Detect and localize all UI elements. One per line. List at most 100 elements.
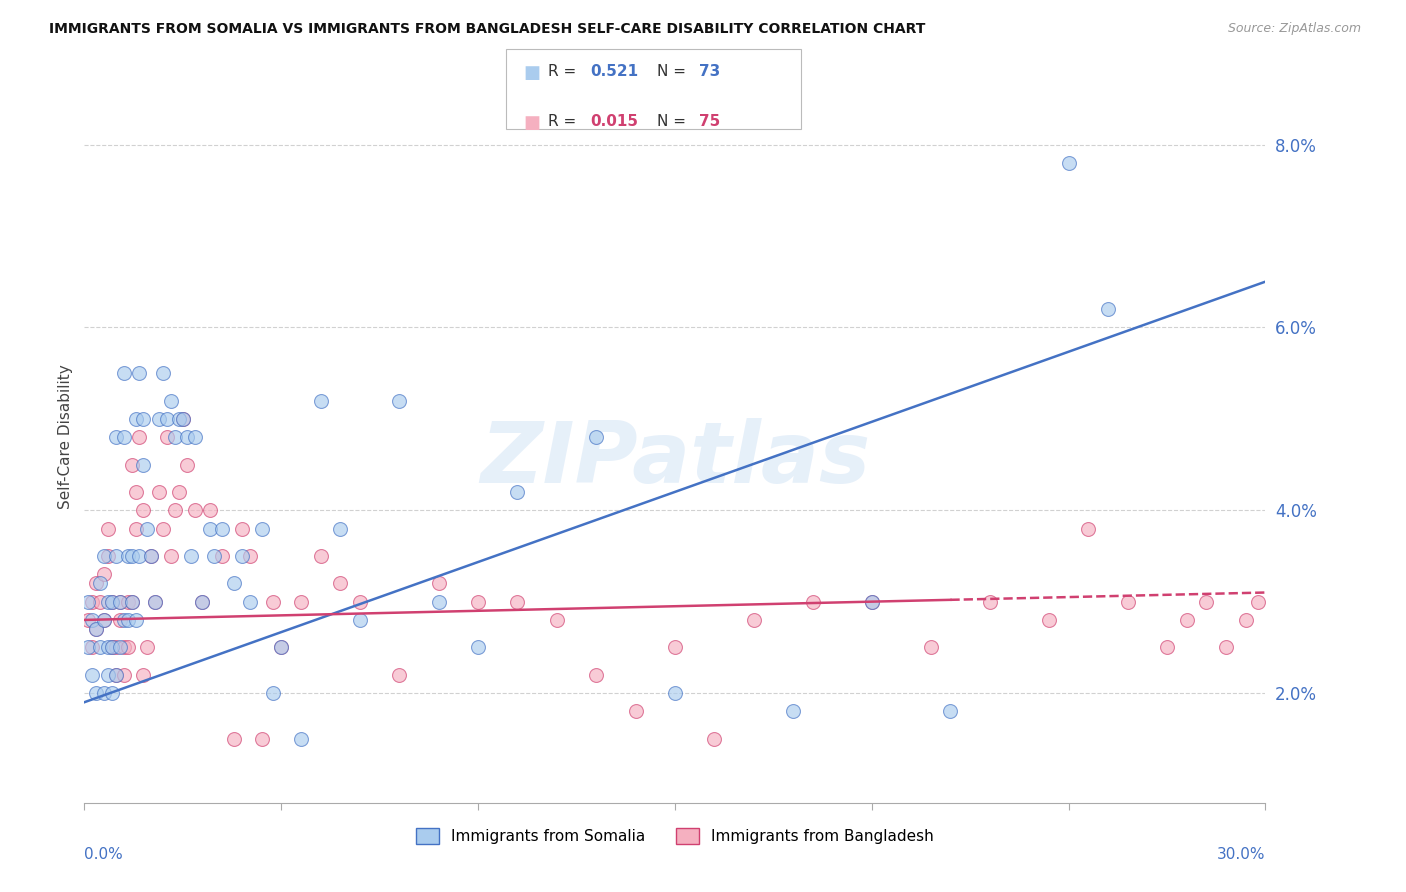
Point: [1057, 155, 1080, 169]
Text: ZIPatlas: ZIPatlas: [479, 417, 870, 500]
Point: [200, 521, 222, 535]
Point: [108, 640, 131, 655]
Text: R =: R =: [548, 114, 576, 129]
Point: [156, 430, 179, 444]
Point: [349, 594, 371, 608]
Point: [152, 366, 174, 380]
Point: [664, 686, 686, 700]
Point: [97, 594, 120, 608]
Point: [801, 594, 824, 608]
Point: [93, 567, 115, 582]
Point: [160, 393, 183, 408]
Point: [163, 430, 186, 444]
Text: ■: ■: [523, 114, 540, 132]
Point: [136, 521, 159, 535]
Point: [585, 667, 607, 682]
Text: R =: R =: [548, 64, 576, 79]
Point: [104, 430, 127, 444]
Point: [176, 430, 198, 444]
Point: [141, 549, 163, 563]
Point: [84, 686, 107, 700]
Point: [703, 731, 725, 746]
Point: [124, 485, 146, 500]
Point: [191, 594, 214, 608]
Point: [546, 613, 568, 627]
Point: [262, 594, 284, 608]
Point: [160, 549, 183, 563]
Point: [329, 576, 352, 591]
Point: [77, 594, 100, 608]
Point: [742, 613, 765, 627]
Point: [782, 705, 804, 719]
Point: [222, 576, 245, 591]
Point: [84, 622, 107, 636]
Point: [93, 686, 115, 700]
Point: [270, 640, 292, 655]
Point: [624, 705, 647, 719]
Point: [427, 576, 450, 591]
Point: [309, 549, 332, 563]
Point: [132, 458, 155, 472]
Point: [270, 640, 292, 655]
Point: [388, 393, 411, 408]
Point: [84, 622, 107, 636]
Point: [141, 549, 163, 563]
Point: [1234, 613, 1257, 627]
Text: 75: 75: [699, 114, 720, 129]
Text: N =: N =: [657, 114, 686, 129]
Point: [132, 503, 155, 517]
Point: [89, 594, 111, 608]
Text: IMMIGRANTS FROM SOMALIA VS IMMIGRANTS FROM BANGLADESH SELF-CARE DISABILITY CORRE: IMMIGRANTS FROM SOMALIA VS IMMIGRANTS FR…: [49, 22, 925, 37]
Point: [920, 640, 942, 655]
Point: [239, 549, 262, 563]
Point: [128, 549, 150, 563]
Point: [132, 667, 155, 682]
Point: [97, 549, 120, 563]
Point: [163, 503, 186, 517]
Point: [104, 549, 127, 563]
Point: [101, 640, 124, 655]
Point: [108, 594, 131, 608]
Point: [112, 667, 135, 682]
Point: [467, 594, 489, 608]
Text: N =: N =: [657, 64, 686, 79]
Y-axis label: Self-Care Disability: Self-Care Disability: [58, 365, 73, 509]
Point: [180, 549, 202, 563]
Point: [112, 613, 135, 627]
Point: [860, 594, 883, 608]
Point: [121, 549, 143, 563]
Text: 30.0%: 30.0%: [1218, 847, 1265, 862]
Text: 0.0%: 0.0%: [84, 847, 124, 862]
Point: [93, 613, 115, 627]
Point: [143, 594, 166, 608]
Point: [82, 613, 104, 627]
Point: [108, 613, 131, 627]
Point: [427, 594, 450, 608]
Point: [250, 731, 273, 746]
Point: [467, 640, 489, 655]
Point: [349, 613, 371, 627]
Point: [121, 594, 143, 608]
Point: [1246, 594, 1268, 608]
Point: [101, 686, 124, 700]
Point: [1038, 613, 1060, 627]
Point: [1156, 640, 1178, 655]
Point: [172, 412, 194, 426]
Point: [77, 640, 100, 655]
Point: [1195, 594, 1218, 608]
Point: [860, 594, 883, 608]
Point: [121, 458, 143, 472]
Point: [82, 640, 104, 655]
Point: [1215, 640, 1237, 655]
Point: [262, 686, 284, 700]
Point: [1077, 521, 1099, 535]
Point: [156, 412, 179, 426]
Point: [89, 640, 111, 655]
Text: ■: ■: [523, 64, 540, 82]
Legend: Immigrants from Somalia, Immigrants from Bangladesh: Immigrants from Somalia, Immigrants from…: [411, 822, 939, 850]
Text: 0.015: 0.015: [591, 114, 638, 129]
Point: [112, 366, 135, 380]
Point: [128, 430, 150, 444]
Point: [104, 667, 127, 682]
Point: [143, 594, 166, 608]
